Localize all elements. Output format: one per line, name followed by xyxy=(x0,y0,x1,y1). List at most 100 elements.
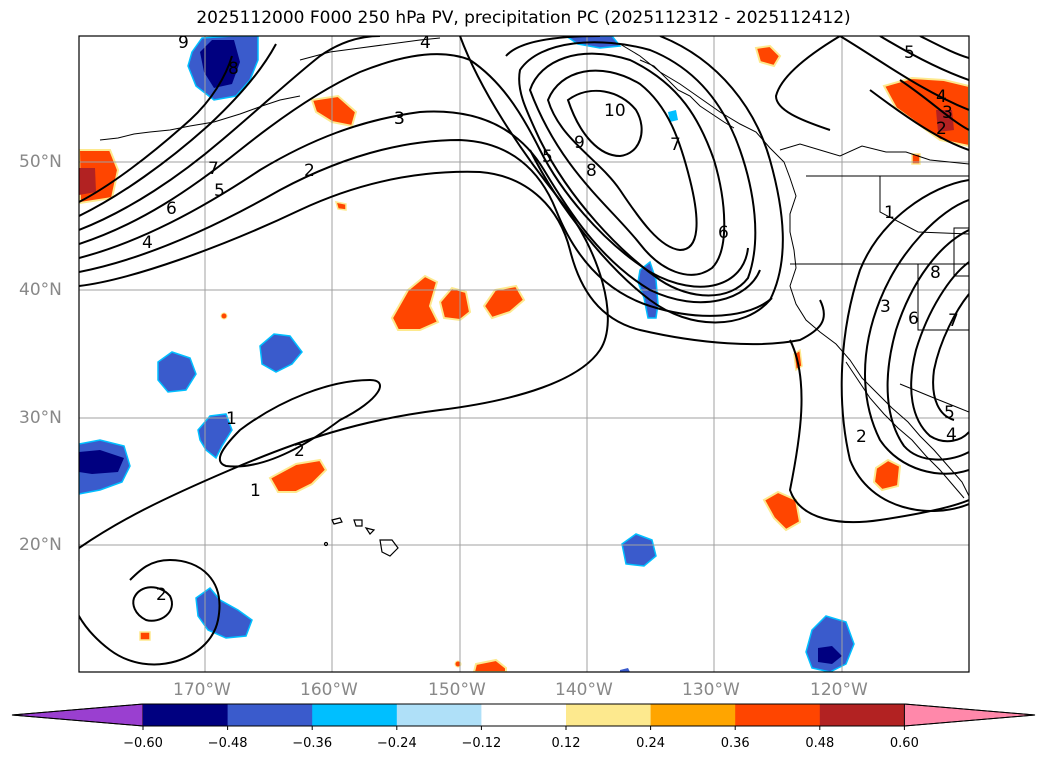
precip-patch xyxy=(259,333,303,373)
precip-patch xyxy=(268,458,328,493)
contour-label: 7 xyxy=(208,159,219,179)
north-america-coast xyxy=(619,43,969,497)
contour-label: 4 xyxy=(946,425,957,445)
lat-label-40n: 40°N xyxy=(19,280,62,300)
precip-patch xyxy=(334,201,347,211)
precip-patch xyxy=(220,312,228,320)
pv-contour-9 xyxy=(79,55,233,203)
pv-trough-7 xyxy=(518,41,757,297)
precip-patch xyxy=(754,44,782,68)
island xyxy=(353,519,363,527)
contour-label: 2 xyxy=(156,585,167,605)
map-frame xyxy=(78,35,970,673)
precip-patch xyxy=(621,533,657,567)
colorbar-extend-min xyxy=(11,703,144,727)
precip-patch xyxy=(936,110,954,132)
precip-patch xyxy=(872,458,902,492)
colorbar-outline xyxy=(11,703,1036,727)
pv-ne-contour xyxy=(839,36,969,111)
positive-precip-anomalies xyxy=(79,44,969,672)
pv-east-contour xyxy=(864,199,969,475)
lon-label-160w: 160°W xyxy=(300,680,358,700)
colorbar-segment xyxy=(819,704,905,726)
pv-ne-contour xyxy=(869,89,969,151)
colorbar-segment xyxy=(650,704,736,726)
contour-label: 2 xyxy=(294,441,305,461)
colorbar-segment xyxy=(312,704,398,726)
colorbar-segment xyxy=(481,704,567,726)
baja-coast xyxy=(845,361,965,499)
pv-ne-contour xyxy=(919,36,969,59)
lon-label-170w: 170°W xyxy=(173,680,231,700)
contour-label: 1 xyxy=(884,203,895,223)
contour-label: 10 xyxy=(604,101,626,121)
contour-label: 1 xyxy=(250,481,261,501)
pv-contour-1 xyxy=(79,36,609,549)
contour-label: 5 xyxy=(214,181,225,201)
pv-east-contour xyxy=(910,261,969,443)
map-background xyxy=(79,36,969,672)
colorbar-tick-label: −0.24 xyxy=(376,736,417,751)
precip-patch xyxy=(79,168,96,195)
coastlines xyxy=(99,37,969,499)
contour-label: 6 xyxy=(718,223,729,243)
contour-label: 3 xyxy=(394,109,405,129)
island xyxy=(323,541,329,547)
colorbar-tick-label: −0.36 xyxy=(292,736,333,751)
precip-patch xyxy=(79,450,124,474)
precip-patch xyxy=(139,631,151,641)
island xyxy=(331,517,343,525)
precip-patch xyxy=(195,586,253,639)
colorbar-tick-label: 0.24 xyxy=(636,736,666,751)
precip-patch xyxy=(157,351,197,393)
lat-label-50n: 50°N xyxy=(19,152,62,172)
contour-label: 7 xyxy=(670,135,681,155)
pv-east-contour xyxy=(886,229,969,461)
precip-patch xyxy=(668,110,678,122)
pv-trough-9 xyxy=(546,69,698,252)
colorbar-tickmarks xyxy=(142,726,905,730)
pv-contour-8 xyxy=(79,43,277,217)
contour-label: 3 xyxy=(880,297,891,317)
colorbar-segment xyxy=(143,704,229,726)
lon-label-120w: 120°W xyxy=(810,680,868,700)
alaska-panhandle xyxy=(639,59,735,129)
contour-label: 8 xyxy=(586,161,597,181)
colorbar-segment xyxy=(566,704,652,726)
colorbar-tick-label: 0.60 xyxy=(889,736,919,751)
lat-label-30n: 30°N xyxy=(19,408,62,428)
lat-label-20n: 20°N xyxy=(19,535,62,555)
north-america-coast xyxy=(779,143,969,165)
contour-label: 5 xyxy=(944,403,955,423)
pv-east-contour xyxy=(932,293,969,421)
precip-patch xyxy=(762,490,802,532)
pv-contour-1b xyxy=(79,558,221,666)
precip-patch xyxy=(438,286,472,322)
pv-contour-2b xyxy=(132,586,173,622)
pv-trough-10 xyxy=(566,89,643,158)
mexico-border xyxy=(899,383,969,413)
pv-contour-5 xyxy=(79,110,761,304)
contour-label: 2 xyxy=(304,161,315,181)
us-border xyxy=(917,264,969,331)
colorbar-segment xyxy=(396,704,482,726)
precip-patch xyxy=(310,94,358,128)
lon-label-130w: 130°W xyxy=(682,680,740,700)
colorbar-tick-label: 0.36 xyxy=(720,736,750,751)
precip-patch xyxy=(472,658,507,672)
precip-patch xyxy=(200,40,240,88)
pv-contours xyxy=(79,36,969,666)
contour-label: 6 xyxy=(908,309,919,329)
lon-label-150w: 150°W xyxy=(428,680,486,700)
pv-east-contour xyxy=(840,179,969,512)
map-title: 2025112000 F000 250 hPa PV, precipitatio… xyxy=(196,8,851,28)
us-border xyxy=(953,227,969,277)
precip-patch xyxy=(620,668,630,672)
island xyxy=(379,539,399,557)
colorbar-segment xyxy=(735,704,821,726)
contour-label: 4 xyxy=(142,233,153,253)
contour-label: 1 xyxy=(226,409,237,429)
contour-label: 3 xyxy=(942,103,953,123)
contour-label: 2 xyxy=(856,427,867,447)
pv-trough-8 xyxy=(528,52,726,276)
